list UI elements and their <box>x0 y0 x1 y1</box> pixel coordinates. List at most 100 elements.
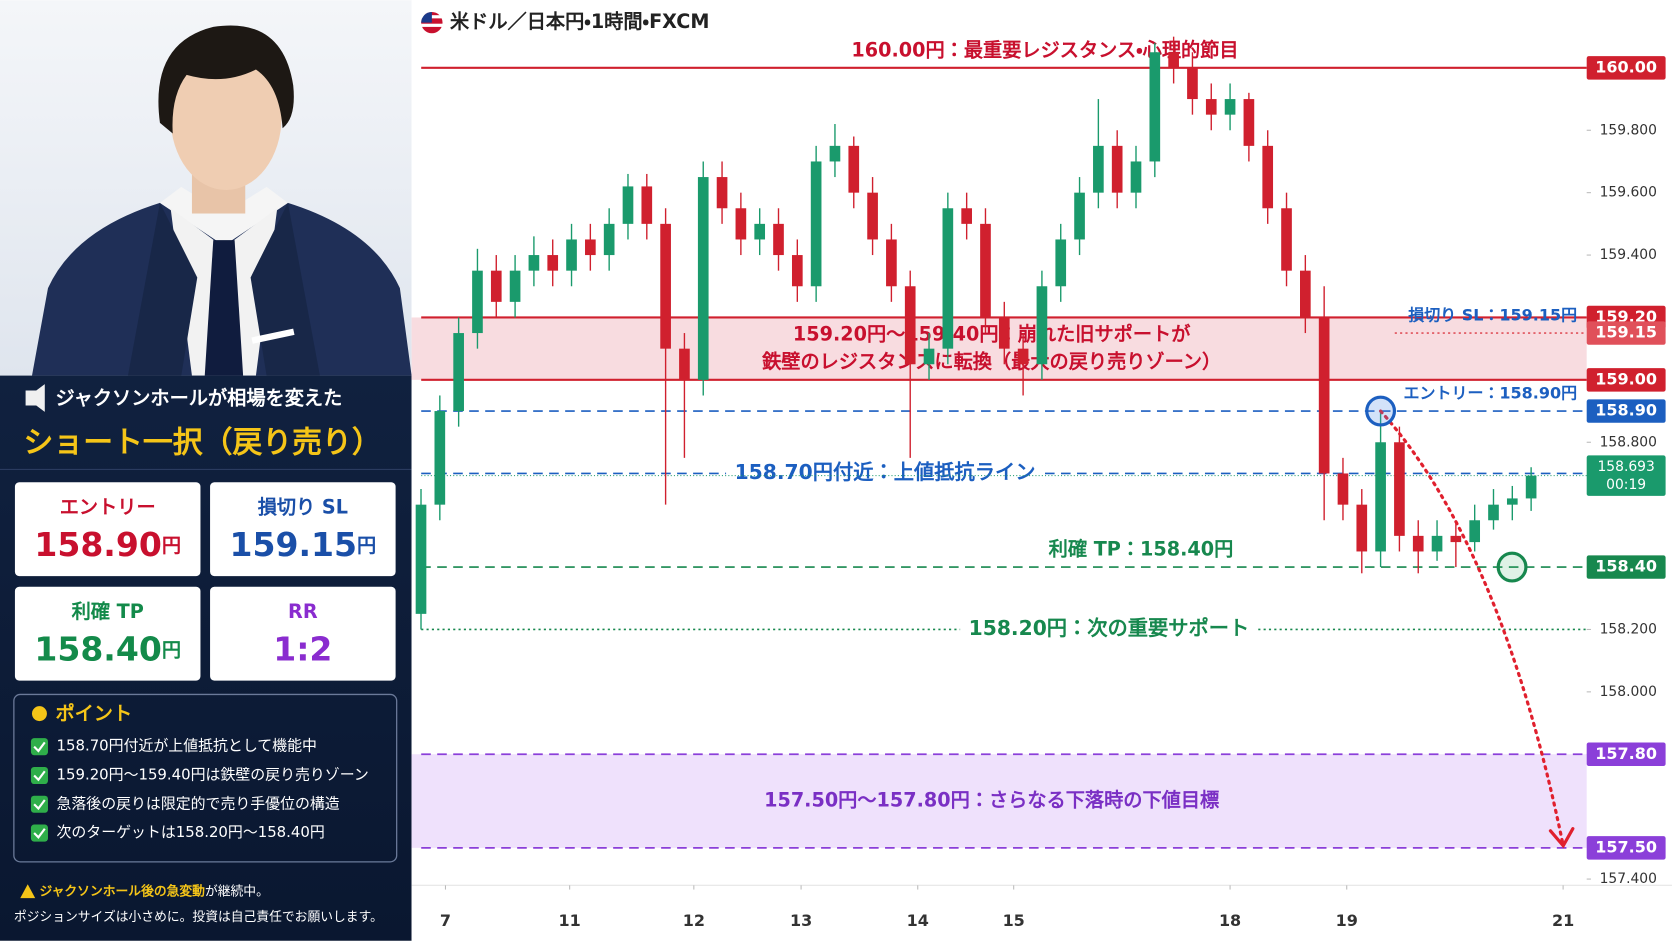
candle-body <box>453 333 464 412</box>
level-label: 158.40 <box>1595 557 1657 576</box>
candle-body <box>1431 535 1443 552</box>
entry-marker <box>1365 395 1397 427</box>
countdown: 00:19 <box>1606 477 1646 493</box>
candle-body <box>1055 239 1067 287</box>
candle-body <box>679 348 690 380</box>
annotation: 160.00円：最重要レジスタンス・心理的節目 <box>851 38 1238 61</box>
info-panel: ジャクソンホールが相場を変えた ショート一択（戻り売り） エントリー 158.90… <box>0 375 412 941</box>
candle-body <box>1375 442 1386 552</box>
card-value: 159.15円 <box>229 525 376 564</box>
y-tick-label: 159.600 <box>1600 185 1657 201</box>
candle-body <box>886 239 897 287</box>
level-label: 159.20 <box>1595 307 1657 326</box>
card <box>14 482 201 577</box>
candle-body <box>1394 442 1405 536</box>
last-price-label: 158.693 <box>1597 459 1654 475</box>
card-number: 1:2 <box>273 629 332 668</box>
candle-body <box>415 504 427 614</box>
annotation: 利確 TP：158.40円 <box>1049 538 1234 561</box>
check-mark <box>33 799 46 811</box>
candle-body <box>1318 317 1330 474</box>
x-tick-label: 18 <box>1219 911 1241 930</box>
card <box>14 586 201 681</box>
candle-body <box>1262 145 1274 209</box>
candle-body <box>1168 52 1179 68</box>
candle-body <box>585 239 596 256</box>
annotation: エントリー：158.90円 <box>1404 384 1578 403</box>
candle-body <box>1111 145 1123 193</box>
candle-body <box>1093 145 1104 193</box>
candle-body <box>998 317 1010 349</box>
points-box <box>13 693 398 863</box>
symbol-header: 米ドル／日本円・1時間・FXCM <box>421 10 709 34</box>
candle-body <box>810 161 822 287</box>
check-mark <box>33 770 46 782</box>
check-mark <box>33 741 46 753</box>
card <box>210 482 396 577</box>
annotation-bg <box>960 615 1258 640</box>
x-tick-label: 19 <box>1336 911 1358 930</box>
zone-text: 159.20円～159.40円：崩れた旧サポートが <box>793 322 1191 345</box>
zone-text: 157.50円～157.80円：さらなる下落時の下値目標 <box>764 789 1220 812</box>
zone <box>411 754 1587 848</box>
level-tag <box>1586 56 1666 80</box>
candle-body <box>1450 535 1462 543</box>
candle-body <box>434 411 446 505</box>
candle-body <box>697 177 709 380</box>
x-tick-label: 13 <box>790 911 812 930</box>
points-list: 158.70円付近が上値抵抗として機能中 159.20円～159.40円は鉄壁の戻… <box>30 737 369 842</box>
candle-body <box>1412 535 1424 552</box>
y-tick-label: 159.400 <box>1600 247 1657 263</box>
level-label: 157.50 <box>1595 837 1657 856</box>
candle-body <box>1074 192 1085 240</box>
x-tick-label: 14 <box>907 911 929 930</box>
level-label: 159.15 <box>1595 323 1657 342</box>
x-tick-label: 12 <box>683 911 705 930</box>
candle-body <box>773 223 784 256</box>
megaphone-icon <box>25 384 45 412</box>
y-tick-label: 158.200 <box>1600 621 1657 637</box>
candle-body <box>1130 161 1142 193</box>
level-label: 157.80 <box>1595 744 1657 763</box>
zone-text: 鉄壁のレジスタンスに転換（最大の戻り売りゾーン） <box>761 350 1221 373</box>
level-tag <box>1586 321 1666 345</box>
warning-note: ポジションサイズは小さめに。投資は自己責任でお願いします。 <box>14 909 383 925</box>
level-label: 158.90 <box>1595 401 1657 420</box>
candle-body <box>1205 99 1217 115</box>
annotation: 損切り SL：159.15円 <box>1408 306 1577 325</box>
card-number: 159.15 <box>229 525 357 564</box>
level-label: 159.00 <box>1595 369 1657 388</box>
point-item: 158.70円付近が上値抵抗として機能中 <box>57 737 317 755</box>
plot: 160.000159.800159.600159.400159.200158.8… <box>411 36 1672 930</box>
chart-title: 米ドル／日本円・1時間・FXCM <box>450 10 709 33</box>
card <box>210 586 396 681</box>
candle-body <box>1525 475 1537 499</box>
level-tag <box>1586 368 1666 392</box>
annotation-bg <box>726 459 1045 484</box>
candle-body <box>1281 208 1292 271</box>
check-mark <box>33 828 46 839</box>
candle-body <box>735 208 747 240</box>
candle-body <box>716 177 728 209</box>
kicker: ジャクソンホールが相場を変えた <box>55 387 342 410</box>
warning: ジャクソンホール後の急変動が継続中。 <box>39 883 268 899</box>
candle-body <box>1488 504 1499 521</box>
candle-body <box>942 208 954 349</box>
warning-highlight: ジャクソンホール後の急変動 <box>39 883 205 899</box>
card-value: 158.90円 <box>34 525 181 564</box>
candle-body <box>1149 52 1161 162</box>
candle-body <box>923 348 935 365</box>
candle-body <box>472 270 483 334</box>
level-tag <box>1586 555 1666 579</box>
candle-body <box>961 208 972 224</box>
point-item: 次のターゲットは158.20円～158.40円 <box>57 823 325 841</box>
y-tick-label: 158.000 <box>1600 684 1657 700</box>
candle-body <box>1469 520 1481 543</box>
arrow-head <box>1548 827 1575 849</box>
candle-body <box>660 223 671 349</box>
candle-body <box>1300 270 1311 318</box>
level-label: 160.00 <box>1595 57 1657 76</box>
candle-body <box>490 270 502 302</box>
check-icon <box>30 824 48 842</box>
